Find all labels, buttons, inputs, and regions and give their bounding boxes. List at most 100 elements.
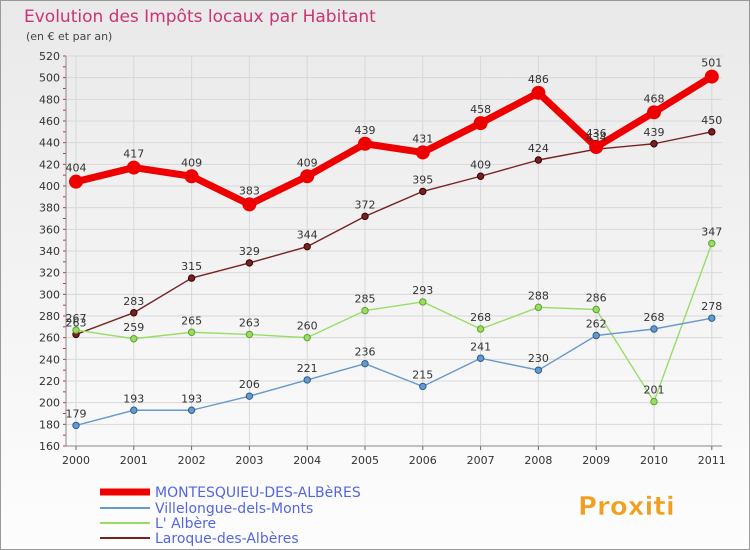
data-point xyxy=(419,382,427,391)
data-point xyxy=(650,325,658,333)
data-label: 201 xyxy=(644,384,665,397)
y-tick-label: 500 xyxy=(39,72,60,85)
y-tick-label: 340 xyxy=(39,245,60,258)
y-tick-label: 520 xyxy=(39,50,60,63)
data-label: 431 xyxy=(412,132,433,145)
proxiti-logo: Proxiti xyxy=(578,492,675,523)
x-tick-label: 2011 xyxy=(698,454,726,467)
y-tick-label: 420 xyxy=(39,158,60,171)
x-tick-label: 2000 xyxy=(62,454,90,467)
legend-label: Laroque-des-Albères xyxy=(155,531,299,547)
legend-label: Villelongue-dels-Monts xyxy=(155,501,313,517)
legend: MONTESQUIEU-DES-ALBèRESVillelongue-dels-… xyxy=(100,485,361,547)
data-point xyxy=(130,406,138,414)
data-point xyxy=(72,421,80,430)
data-label: 458 xyxy=(470,103,491,116)
data-label: 439 xyxy=(355,124,376,137)
data-label: 417 xyxy=(123,148,144,161)
data-point xyxy=(245,330,254,339)
data-label: 236 xyxy=(355,346,376,359)
data-label: 372 xyxy=(355,198,376,211)
data-label: 230 xyxy=(528,352,549,365)
data-point xyxy=(130,309,138,317)
data-point xyxy=(245,259,254,267)
chart-title: Evolution des Impôts locaux par Habitant xyxy=(24,7,376,27)
data-label: 193 xyxy=(123,392,144,405)
data-label: 329 xyxy=(239,245,260,258)
data-label: 434 xyxy=(586,131,607,144)
data-point xyxy=(534,303,543,312)
data-label: 241 xyxy=(470,340,491,353)
data-point xyxy=(531,85,546,100)
y-axis-ticks: 160 180 200 220 240 260 280 300 320 340 360 380 400 4… xyxy=(39,50,66,453)
series-line-1 xyxy=(75,317,713,427)
data-point xyxy=(419,298,427,306)
data-label: 288 xyxy=(528,289,549,302)
data-label: 439 xyxy=(644,126,665,139)
data-point xyxy=(650,397,658,406)
data-point xyxy=(303,242,311,251)
data-label: 193 xyxy=(181,392,202,405)
data-label: 263 xyxy=(239,316,260,329)
data-label: 268 xyxy=(644,311,665,324)
y-tick-label: 180 xyxy=(39,418,60,431)
data-label: 221 xyxy=(297,362,318,375)
y-tick-label: 380 xyxy=(39,202,60,215)
y-tick-label: 480 xyxy=(39,93,60,106)
data-label: 424 xyxy=(528,142,549,155)
data-label: 263 xyxy=(66,316,87,329)
data-point xyxy=(358,136,372,151)
data-label: 486 xyxy=(528,73,549,86)
data-point xyxy=(303,376,311,384)
data-point xyxy=(419,187,427,196)
x-tick-label: 2006 xyxy=(409,454,437,467)
x-tick-label: 2002 xyxy=(178,454,206,467)
y-tick-label: 300 xyxy=(39,288,60,301)
data-label: 262 xyxy=(586,318,607,331)
grid-lines xyxy=(66,55,722,447)
x-tick-label: 2005 xyxy=(351,454,379,467)
data-point xyxy=(592,305,600,314)
data-label: 267 xyxy=(66,312,87,325)
axes xyxy=(65,56,722,447)
legend-label: L' Albère xyxy=(155,516,216,532)
data-label: 260 xyxy=(297,320,318,333)
data-point xyxy=(130,335,138,343)
logo-text: Proxiti xyxy=(578,492,675,522)
series-line-2 xyxy=(75,242,713,403)
x-tick-label: 2008 xyxy=(524,454,552,467)
data-point xyxy=(69,174,83,189)
y-tick-label: 460 xyxy=(39,115,60,128)
data-label: 468 xyxy=(644,92,665,105)
data-point xyxy=(245,392,254,400)
y-tick-label: 400 xyxy=(39,180,60,193)
data-label: 278 xyxy=(701,300,722,313)
data-label: 283 xyxy=(123,295,144,308)
data-point xyxy=(704,69,719,84)
data-label: 268 xyxy=(470,311,491,324)
data-label: 501 xyxy=(701,57,722,70)
data-point xyxy=(589,140,604,154)
y-tick-label: 240 xyxy=(39,353,60,366)
data-point xyxy=(361,212,369,221)
y-tick-label: 280 xyxy=(39,310,60,323)
x-tick-label: 2007 xyxy=(467,454,495,467)
data-point xyxy=(476,325,485,333)
data-label: 293 xyxy=(412,284,433,297)
x-tick-label: 2009 xyxy=(582,454,610,467)
data-point xyxy=(187,406,196,414)
data-point xyxy=(187,274,196,282)
data-point xyxy=(187,328,196,336)
data-label: 265 xyxy=(181,314,202,327)
y-tick-label: 220 xyxy=(39,375,60,388)
legend-label: MONTESQUIEU-DES-ALBèRES xyxy=(155,485,361,501)
y-tick-label: 320 xyxy=(39,267,60,280)
data-point xyxy=(592,331,600,340)
y-tick-label: 360 xyxy=(39,223,60,236)
data-point xyxy=(476,354,485,362)
x-tick-label: 2001 xyxy=(120,454,148,467)
data-label: 285 xyxy=(355,293,376,306)
data-label: 215 xyxy=(412,368,433,381)
data-point xyxy=(473,116,488,131)
data-point xyxy=(534,156,543,164)
